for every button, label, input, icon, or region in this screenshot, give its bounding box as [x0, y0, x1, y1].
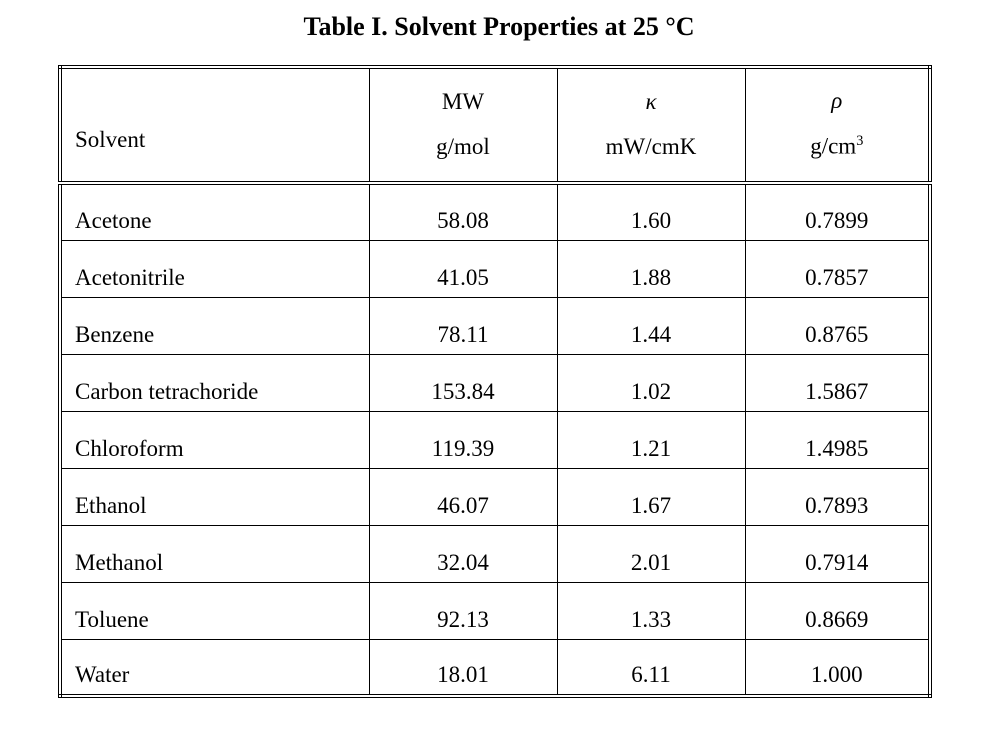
- solvent-name-cell: Ethanol: [59, 467, 370, 526]
- kappa-value-cell: 1.60: [556, 182, 746, 241]
- mw-value-cell: 78.11: [368, 296, 558, 355]
- mw-value-cell: 92.13: [368, 581, 558, 640]
- table-row: Chloroform 119.39 1.21 1.4985: [59, 410, 931, 469]
- solvent-name-cell: Chloroform: [59, 410, 370, 469]
- mw-value-cell: 58.08: [368, 182, 558, 241]
- col-header-rho: ρ g/cm3: [744, 66, 931, 186]
- table-row: Toluene 92.13 1.33 0.8669: [59, 581, 931, 640]
- kappa-value-cell: 6.11: [556, 638, 746, 697]
- table-row: Carbon tetrachoride 153.84 1.02 1.5867: [59, 353, 931, 412]
- table-row: Acetone 58.08 1.60 0.7899: [59, 182, 931, 241]
- solvent-name-cell: Benzene: [59, 296, 370, 355]
- solvent-name-cell: Acetone: [59, 182, 370, 241]
- solvent-header-label: Solvent: [75, 127, 146, 153]
- rho-value-cell: 1.000: [744, 638, 931, 697]
- kappa-value-cell: 1.67: [556, 467, 746, 526]
- kappa-value-cell: 2.01: [556, 524, 746, 583]
- table-row: Ethanol 46.07 1.67 0.7893: [59, 467, 931, 526]
- header-row: Solvent MW g/mol κ mW/cmK: [59, 66, 931, 186]
- solvent-name-cell: Carbon tetrachoride: [59, 353, 370, 412]
- rho-unit-label: g/cm3: [810, 133, 863, 160]
- col-header-kappa: κ mW/cmK: [556, 66, 746, 186]
- solvent-name-cell: Water: [59, 638, 370, 697]
- mw-value-cell: 46.07: [368, 467, 558, 526]
- rho-unit-superscript: 3: [856, 133, 864, 150]
- kappa-value-cell: 1.21: [556, 410, 746, 469]
- rho-value-cell: 0.7893: [744, 467, 931, 526]
- mw-value-cell: 32.04: [368, 524, 558, 583]
- rho-value-cell: 1.4985: [744, 410, 931, 469]
- solvent-name-cell: Toluene: [59, 581, 370, 640]
- page: Table I. Solvent Properties at 25 °C Sol…: [58, 12, 932, 699]
- mw-symbol-label: MW: [441, 88, 485, 114]
- solvent-properties-table: Solvent MW g/mol κ mW/cmK: [58, 65, 932, 699]
- rho-symbol-label: ρ: [831, 88, 843, 114]
- rho-value-cell: 0.8765: [744, 296, 931, 355]
- mw-value-cell: 119.39: [368, 410, 558, 469]
- table-row: Water 18.01 6.11 1.000: [59, 638, 931, 697]
- kappa-value-cell: 1.88: [556, 239, 746, 298]
- kappa-symbol-label: κ: [645, 88, 657, 114]
- kappa-value-cell: 1.33: [556, 581, 746, 640]
- col-header-solvent: Solvent: [59, 66, 370, 186]
- col-header-mw: MW g/mol: [368, 66, 558, 186]
- rho-value-cell: 0.7899: [744, 182, 931, 241]
- page-title: Table I. Solvent Properties at 25 °C: [303, 12, 695, 41]
- kappa-value-cell: 1.44: [556, 296, 746, 355]
- table-row: Benzene 78.11 1.44 0.8765: [59, 296, 931, 355]
- mw-value-cell: 153.84: [368, 353, 558, 412]
- table-row: Methanol 32.04 2.01 0.7914: [59, 524, 931, 583]
- mw-value-cell: 41.05: [368, 239, 558, 298]
- mw-unit-label: g/mol: [436, 133, 490, 159]
- solvent-name-cell: Acetonitrile: [59, 239, 370, 298]
- rho-value-cell: 0.7857: [744, 239, 931, 298]
- kappa-unit-label: mW/cmK: [605, 133, 697, 159]
- rho-unit-base: g/cm: [810, 134, 857, 160]
- solvent-name-cell: Methanol: [59, 524, 370, 583]
- table-row: Acetonitrile 41.05 1.88 0.7857: [59, 239, 931, 298]
- rho-value-cell: 1.5867: [744, 353, 931, 412]
- mw-value-cell: 18.01: [368, 638, 558, 697]
- rho-value-cell: 0.7914: [744, 524, 931, 583]
- kappa-value-cell: 1.02: [556, 353, 746, 412]
- rho-value-cell: 0.8669: [744, 581, 931, 640]
